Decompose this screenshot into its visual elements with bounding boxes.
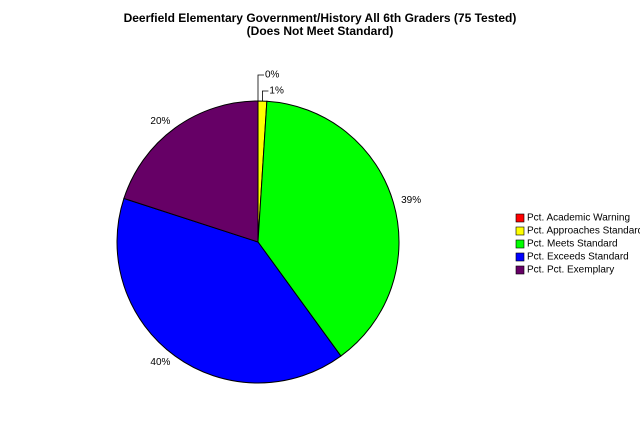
leader-line [262, 90, 269, 102]
data-label: 39% [401, 195, 421, 206]
legend-swatch [515, 252, 525, 262]
legend-swatch [515, 213, 525, 223]
leader-line [257, 74, 264, 101]
legend-label: Pct. Meets Standard [527, 239, 618, 250]
chart-title: Deerfield Elementary Government/History … [124, 11, 517, 25]
legend-label: Pct. Exceeds Standard [527, 252, 629, 263]
data-label: 0% [265, 70, 280, 81]
legend-swatch [515, 226, 525, 236]
chart-subtitle: (Does Not Meet Standard) [247, 24, 394, 38]
legend-label: Pct. Pct. Exemplary [527, 265, 614, 276]
legend-label: Pct. Approaches Standard [527, 226, 640, 237]
legend-label: Pct. Academic Warning [527, 213, 630, 224]
pie-slice [257, 100, 400, 357]
legend-swatch [515, 239, 525, 249]
data-label: 20% [150, 116, 170, 127]
data-label: 40% [150, 357, 170, 368]
pie-slice [116, 197, 342, 384]
legend-swatch [515, 265, 525, 275]
data-label: 1% [269, 86, 284, 97]
pie-slice [123, 100, 259, 243]
